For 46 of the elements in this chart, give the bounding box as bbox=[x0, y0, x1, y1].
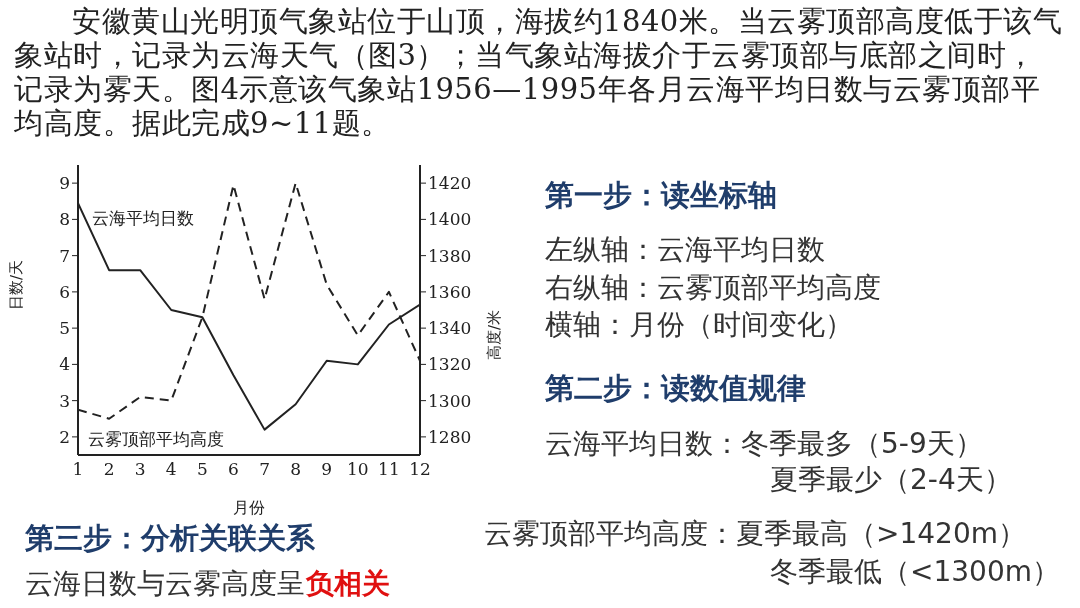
y-axis-title: 日数/天 bbox=[7, 259, 26, 310]
x-tick-label: 4 bbox=[165, 459, 177, 480]
x-tick-label: 6 bbox=[228, 459, 239, 480]
text: 云海平均日数：冬季最多（5-9天） bbox=[545, 426, 984, 462]
y-tick-label: 6 bbox=[59, 281, 70, 302]
text: 云雾顶部平均高度：夏季最高（>1420m） bbox=[484, 516, 1027, 552]
x-axis-title: 月份 bbox=[233, 498, 265, 517]
text: 负相关 bbox=[306, 566, 391, 602]
x-tick-label: 1 bbox=[72, 459, 84, 480]
y-tick-label: 8 bbox=[59, 209, 70, 230]
x-tick-label: 9 bbox=[321, 459, 333, 480]
y2-tick-label: 1300 bbox=[428, 390, 472, 411]
x-tick-label: 8 bbox=[290, 459, 302, 480]
y-tick-label: 4 bbox=[59, 354, 70, 375]
text: 第一步：读坐标轴 bbox=[545, 177, 778, 213]
y2-tick-label: 1280 bbox=[428, 426, 472, 447]
text: 左纵轴：云海平均日数 bbox=[545, 232, 826, 268]
x-tick-label: 11 bbox=[378, 459, 400, 480]
series-label: 云海平均日数 bbox=[92, 207, 194, 230]
text: 冬季最低（<1300m） bbox=[770, 554, 1061, 590]
y-tick-label: 2 bbox=[59, 426, 70, 447]
text: 云海日数与云雾高度呈 bbox=[25, 567, 305, 600]
text: 安徽黄山光明顶气象站位于山顶，海拔约1840米。当云雾顶部高度低于该气象站时，记录为云海天气（图3）；当气象站海拔介于云雾顶部与底部之间时，记录为雾天。图4示意该气象站1956—1995年各月云海平均日数与云雾顶部平均高度。据此完成9~11题。 bbox=[14, 4, 1064, 140]
x-tick-label: 7 bbox=[259, 459, 270, 480]
y2-tick-label: 1360 bbox=[428, 281, 472, 302]
text: 横轴：月份（时间变化） bbox=[545, 307, 854, 343]
y2-tick-label: 1380 bbox=[428, 245, 472, 266]
text: 夏季最少（2-4天） bbox=[770, 462, 1013, 498]
x-tick-label: 10 bbox=[347, 459, 369, 480]
y2-tick-label: 1320 bbox=[428, 354, 472, 375]
x-tick-label: 3 bbox=[134, 459, 146, 480]
y2-tick-label: 1400 bbox=[428, 209, 472, 230]
x-tick-label: 12 bbox=[409, 459, 431, 480]
text: 第二步：读数值规律 bbox=[545, 370, 807, 406]
x-tick-label: 5 bbox=[196, 459, 208, 480]
text: 第三步：分析关联关系 bbox=[25, 520, 316, 556]
series-label: 云雾顶部平均高度 bbox=[88, 428, 224, 451]
x-tick-label: 2 bbox=[103, 459, 115, 480]
y2-tick-label: 1420 bbox=[428, 173, 472, 194]
y-tick-label: 7 bbox=[59, 245, 70, 266]
y-tick-label: 3 bbox=[59, 390, 70, 411]
text: 右纵轴：云雾顶部平均高度 bbox=[545, 270, 882, 306]
y-tick-label: 5 bbox=[59, 318, 70, 339]
y2-tick-label: 1340 bbox=[428, 318, 472, 339]
y-tick-label: 9 bbox=[59, 173, 70, 194]
y2-axis-title: 高度/米 bbox=[485, 310, 504, 361]
